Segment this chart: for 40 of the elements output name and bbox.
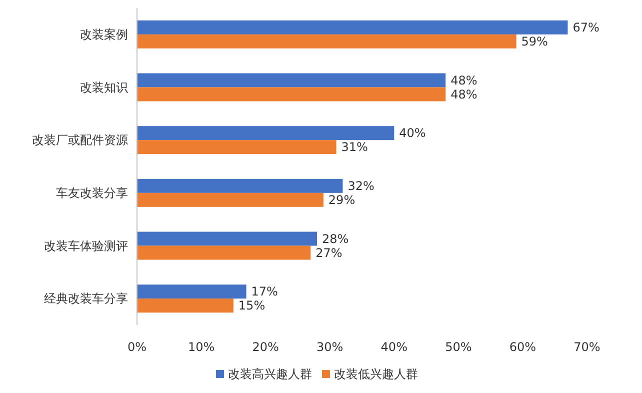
y-tick-label: 车友改装分享: [56, 186, 128, 200]
data-label: 27%: [316, 246, 342, 260]
data-label: 59%: [521, 34, 548, 48]
bar: [137, 20, 568, 34]
bar: [137, 298, 234, 313]
bar: [137, 192, 324, 207]
y-tick-label: 经典改装车分享: [44, 292, 128, 306]
bar: [137, 178, 343, 193]
data-label: 67%: [572, 20, 600, 34]
bar: [137, 284, 246, 299]
bar: [137, 140, 336, 154]
y-tick-label: 改装车体验测评: [44, 238, 128, 253]
legend-label: 改装高兴趣人群: [228, 367, 312, 381]
data-label: 40%: [399, 126, 426, 140]
bar: [137, 34, 516, 48]
bar: [137, 246, 311, 260]
x-tick-label: 40%: [380, 340, 408, 354]
bar: [137, 232, 317, 246]
legend-label: 改装低兴趣人群: [334, 367, 418, 381]
x-tick-label: 70%: [574, 340, 600, 354]
y-tick-label: 改装案例: [80, 27, 128, 42]
bar: [137, 87, 446, 102]
y-tick-label: 改装厂或配件资源: [32, 133, 128, 148]
data-label: 48%: [450, 87, 478, 102]
x-tick-label: 30%: [316, 340, 344, 354]
data-label: 31%: [341, 140, 368, 154]
data-label: 28%: [322, 232, 349, 246]
x-tick-label: 10%: [188, 340, 215, 354]
y-tick-label: 改装知识: [80, 80, 128, 94]
data-label: 17%: [251, 284, 278, 299]
bar: [137, 126, 394, 140]
x-tick-label: 0%: [127, 340, 147, 354]
x-tick-label: 50%: [445, 340, 472, 354]
x-tick-label: 60%: [509, 340, 536, 354]
x-tick-label: 20%: [252, 340, 279, 354]
data-label: 32%: [348, 178, 374, 193]
data-label: 29%: [328, 192, 356, 207]
data-label: 48%: [450, 73, 478, 88]
bar: [137, 73, 446, 88]
data-label: 15%: [238, 298, 266, 313]
